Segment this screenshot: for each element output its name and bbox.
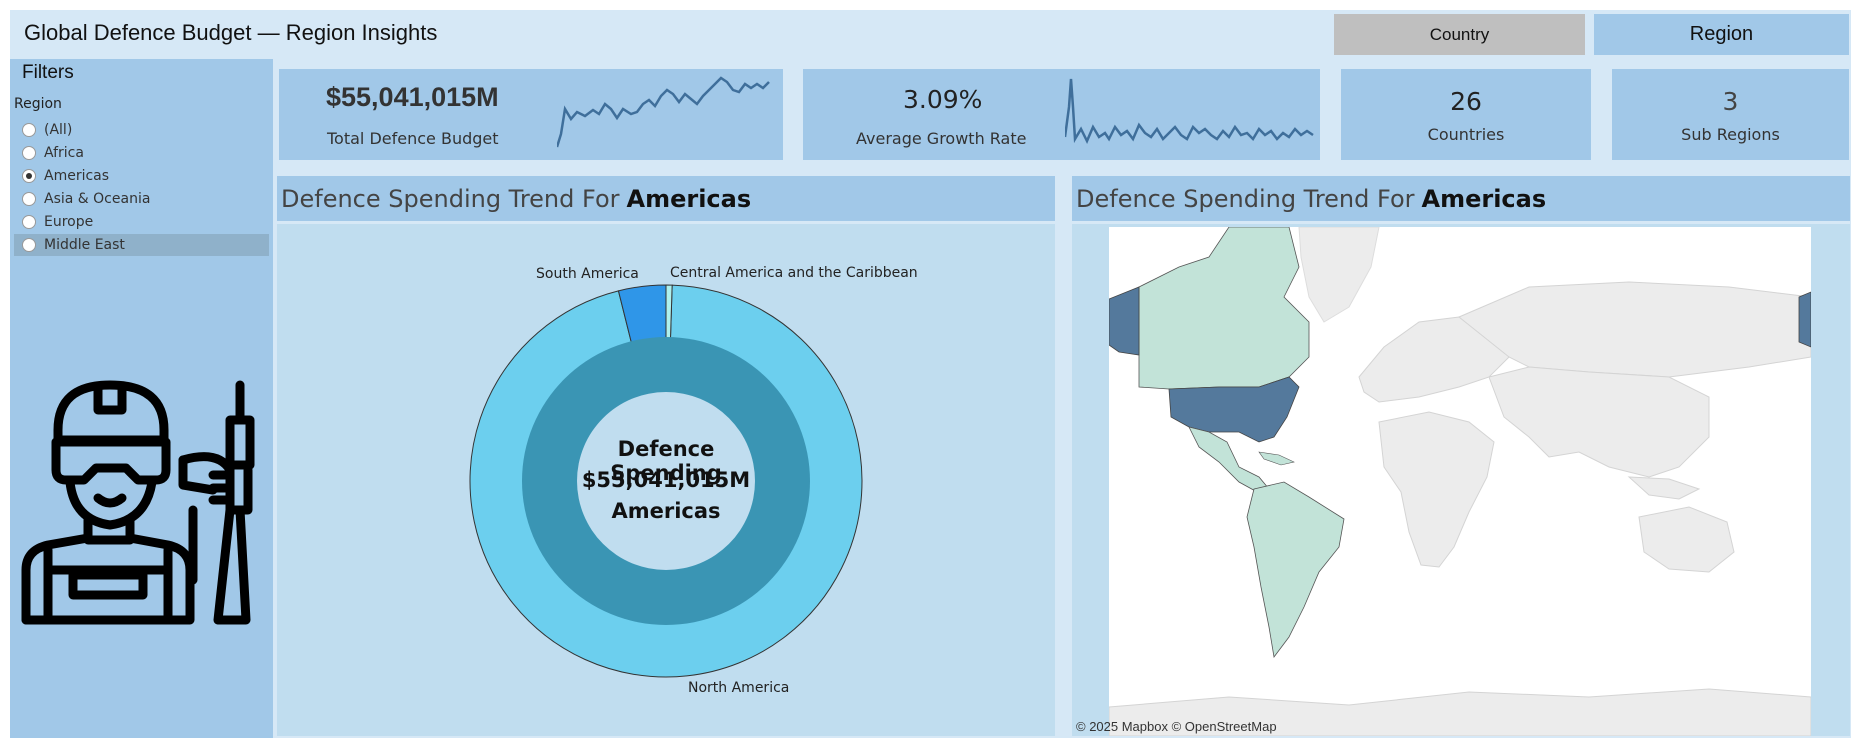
radio-button[interactable] xyxy=(22,146,36,160)
map-alaska[interactable] xyxy=(1109,286,1140,356)
map-asia[interactable] xyxy=(1488,366,1710,478)
kpi-budget-label: Total Defence Budget xyxy=(327,129,499,148)
country-nav-button[interactable]: Country xyxy=(1334,14,1585,55)
kpi-growth-label: Average Growth Rate xyxy=(856,129,1027,148)
region-option-all[interactable]: (All) xyxy=(14,119,269,141)
map-alaska-wrap[interactable] xyxy=(1798,291,1811,348)
map-antarctica[interactable] xyxy=(1109,688,1811,736)
kpi-total-budget-card: $55,041,015M Total Defence Budget xyxy=(279,69,783,160)
region-option-asia-oceania[interactable]: Asia & Oceania xyxy=(14,188,269,210)
region-option-middle-east[interactable]: Middle East xyxy=(14,234,269,256)
donut-chart[interactable] xyxy=(277,224,1055,736)
map-se-asia[interactable] xyxy=(1627,476,1701,500)
world-map[interactable] xyxy=(1109,227,1811,736)
filters-sidebar xyxy=(10,59,273,738)
map-australia[interactable] xyxy=(1638,506,1735,573)
budget-sparkline xyxy=(557,76,770,148)
donut-panel-title: Defence Spending Trend For Americas xyxy=(277,176,1055,221)
region-option-label: Africa xyxy=(44,145,84,161)
kpi-subregions-label: Sub Regions xyxy=(1681,125,1780,144)
dashboard-title: Global Defence Budget — Region Insights xyxy=(24,20,438,45)
region-option-label: (All) xyxy=(44,122,73,138)
region-option-label: Asia & Oceania xyxy=(44,191,151,207)
region-nav-button[interactable]: Region xyxy=(1594,14,1849,55)
radio-button[interactable] xyxy=(22,215,36,229)
kpi-growth-rate-card: 3.09% Average Growth Rate xyxy=(803,69,1320,160)
kpi-subregions-value: 3 xyxy=(1722,87,1739,116)
soldier-icon xyxy=(21,380,255,625)
region-option-label: Middle East xyxy=(44,237,125,253)
filters-title: Filters xyxy=(22,62,74,83)
donut-center-value: $55,041,015M xyxy=(581,468,751,492)
donut-title-region: Americas xyxy=(626,184,752,213)
kpi-countries-value: 26 xyxy=(1450,87,1482,116)
map-europe[interactable] xyxy=(1358,316,1510,403)
kpi-subregions-card: 3 Sub Regions xyxy=(1612,69,1849,160)
region-option-label: Europe xyxy=(44,214,94,230)
map-title-prefix: Defence Spending Trend For xyxy=(1076,184,1415,213)
radio-button[interactable] xyxy=(22,192,36,206)
slice-label-north-america: North America xyxy=(688,680,790,696)
donut-center-region: Americas xyxy=(611,499,721,523)
slice-label-central-america: Central America and the Caribbean xyxy=(670,265,918,281)
donut-center-line1: Defence Spending xyxy=(610,437,722,485)
region-option-africa[interactable]: Africa xyxy=(14,142,269,164)
region-filter-label: Region xyxy=(14,96,62,112)
kpi-budget-value: $55,041,015M xyxy=(326,82,499,112)
radio-button-selected[interactable] xyxy=(22,169,36,183)
map-panel-title: Defence Spending Trend For Americas xyxy=(1072,176,1850,221)
map-south-america[interactable] xyxy=(1246,481,1345,658)
kpi-countries-card: 26 Countries xyxy=(1341,69,1591,160)
region-option-americas[interactable]: Americas xyxy=(14,165,269,187)
world-map-svg[interactable] xyxy=(1109,227,1811,736)
map-caribbean[interactable] xyxy=(1258,451,1295,466)
radio-button[interactable] xyxy=(22,238,36,252)
map-title-region: Americas xyxy=(1421,184,1547,213)
map-attribution: © 2025 Mapbox © OpenStreetMap xyxy=(1076,719,1277,734)
region-option-europe[interactable]: Europe xyxy=(14,211,269,233)
donut-center-hole xyxy=(577,392,755,570)
map-africa[interactable] xyxy=(1378,411,1495,568)
growth-sparkline xyxy=(1065,78,1314,144)
kpi-growth-value: 3.09% xyxy=(903,85,983,114)
radio-button[interactable] xyxy=(22,123,36,137)
kpi-countries-label: Countries xyxy=(1427,125,1505,144)
region-option-label: Americas xyxy=(44,168,110,184)
donut-title-prefix: Defence Spending Trend For xyxy=(281,184,620,213)
map-north-asia[interactable] xyxy=(1458,281,1811,378)
slice-label-south-america: South America xyxy=(536,266,639,282)
map-greenland[interactable] xyxy=(1298,227,1380,323)
